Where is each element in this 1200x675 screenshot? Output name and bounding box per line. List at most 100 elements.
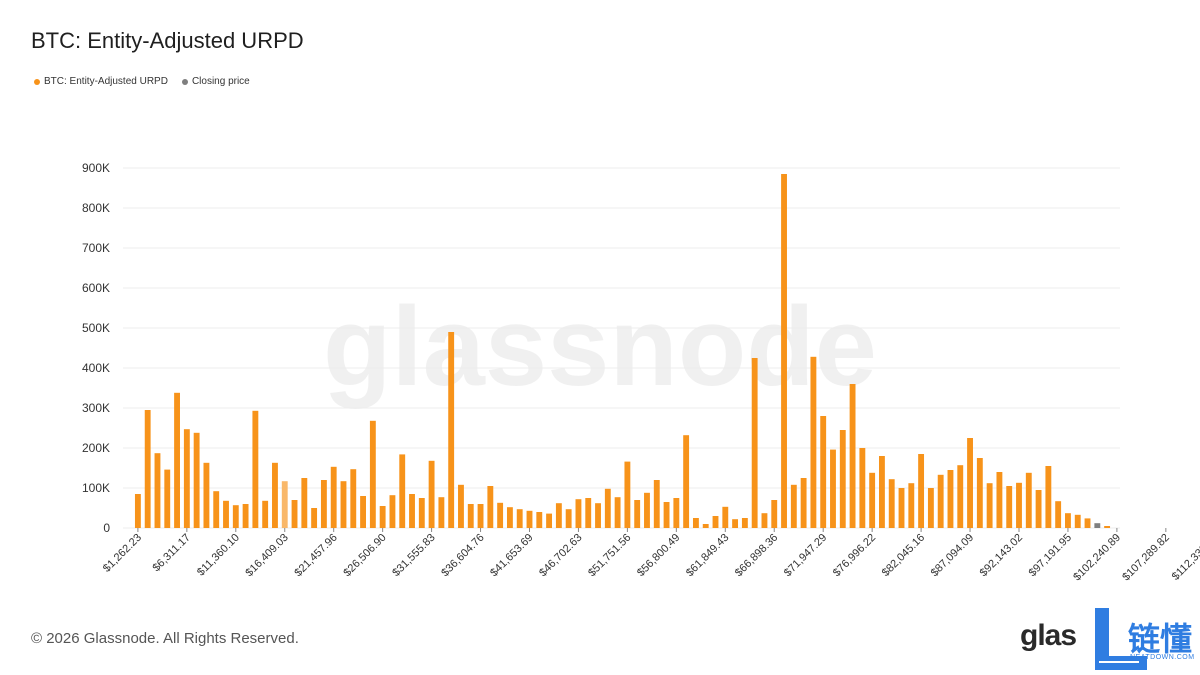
urpd-bar[interactable]: [428, 460, 435, 528]
urpd-bar[interactable]: [898, 488, 905, 528]
urpd-bar[interactable]: [820, 416, 827, 528]
urpd-bar[interactable]: [1055, 501, 1062, 528]
urpd-bar[interactable]: [536, 512, 543, 528]
urpd-bar[interactable]: [1084, 518, 1091, 528]
urpd-bar[interactable]: [781, 174, 787, 528]
urpd-bar[interactable]: [369, 420, 376, 528]
urpd-bar[interactable]: [350, 469, 357, 528]
urpd-bar[interactable]: [595, 503, 601, 528]
urpd-bar[interactable]: [458, 484, 464, 528]
urpd-bar[interactable]: [918, 454, 925, 528]
urpd-bar[interactable]: [320, 480, 327, 528]
urpd-bar[interactable]: [565, 509, 572, 528]
urpd-bar[interactable]: [732, 519, 739, 528]
legend-item-urpd[interactable]: BTC: Entity-Adjusted URPD: [34, 76, 168, 87]
urpd-bar[interactable]: [800, 478, 807, 528]
urpd-bar[interactable]: [477, 504, 484, 528]
urpd-bar[interactable]: [996, 472, 1003, 528]
urpd-bar[interactable]: [134, 494, 141, 528]
urpd-bar[interactable]: [418, 498, 425, 528]
urpd-bar[interactable]: [516, 509, 523, 528]
urpd-bar[interactable]: [986, 483, 993, 528]
urpd-bar[interactable]: [957, 465, 964, 528]
urpd-bar[interactable]: [761, 513, 768, 528]
urpd-bar[interactable]: [741, 518, 748, 528]
urpd-bar[interactable]: [888, 479, 895, 528]
urpd-bar[interactable]: [291, 500, 298, 528]
urpd-bar[interactable]: [438, 497, 445, 528]
closing-price-bar[interactable]: [1094, 523, 1101, 528]
urpd-bar[interactable]: [330, 466, 337, 528]
urpd-bar[interactable]: [193, 432, 200, 528]
urpd-bar[interactable]: [213, 491, 220, 528]
urpd-bar[interactable]: [927, 488, 934, 528]
urpd-bar[interactable]: [751, 358, 758, 528]
urpd-bar[interactable]: [223, 500, 229, 528]
urpd-bar[interactable]: [144, 410, 151, 528]
urpd-bar[interactable]: [849, 384, 856, 528]
urpd-bar[interactable]: [506, 507, 513, 528]
urpd-bar[interactable]: [830, 449, 836, 528]
urpd-bar[interactable]: [555, 503, 562, 528]
urpd-bar[interactable]: [976, 458, 983, 528]
urpd-bar[interactable]: [947, 470, 954, 528]
urpd-bar[interactable]: [790, 484, 797, 528]
urpd-bar[interactable]: [604, 488, 611, 528]
urpd-bar[interactable]: [653, 480, 660, 528]
urpd-bar[interactable]: [1016, 482, 1022, 528]
urpd-bar[interactable]: [634, 500, 641, 528]
urpd-bar[interactable]: [771, 500, 778, 528]
urpd-bar[interactable]: [937, 474, 944, 528]
urpd-bar[interactable]: [624, 461, 631, 528]
urpd-bar[interactable]: [810, 356, 817, 528]
urpd-bar[interactable]: [174, 392, 180, 528]
urpd-bar[interactable]: [409, 494, 415, 528]
urpd-bar[interactable]: [360, 496, 366, 528]
urpd-bar[interactable]: [722, 506, 729, 528]
urpd-bar[interactable]: [692, 518, 699, 528]
urpd-bar[interactable]: [879, 456, 885, 528]
urpd-bar[interactable]: [1045, 466, 1052, 528]
legend-item-closing-price[interactable]: Closing price: [181, 76, 250, 87]
urpd-bar[interactable]: [232, 505, 239, 528]
urpd-bar[interactable]: [712, 516, 719, 528]
urpd-bar[interactable]: [467, 504, 474, 528]
urpd-bar[interactable]: [859, 448, 866, 528]
urpd-bar[interactable]: [183, 429, 190, 528]
urpd-bar[interactable]: [1035, 490, 1042, 528]
urpd-bar[interactable]: [585, 498, 592, 528]
urpd-bar[interactable]: [546, 513, 553, 528]
urpd-bar[interactable]: [967, 438, 973, 528]
urpd-bar[interactable]: [1006, 486, 1013, 528]
urpd-bar[interactable]: [272, 462, 278, 528]
urpd-bar[interactable]: [301, 478, 308, 528]
urpd-bar[interactable]: [389, 495, 396, 528]
urpd-bar[interactable]: [1104, 526, 1111, 528]
urpd-bar[interactable]: [252, 410, 259, 528]
urpd-bar[interactable]: [203, 462, 210, 528]
urpd-bar[interactable]: [262, 500, 269, 528]
urpd-bar[interactable]: [839, 430, 846, 528]
urpd-bar[interactable]: [281, 481, 288, 528]
urpd-bar[interactable]: [164, 469, 171, 528]
urpd-bar[interactable]: [497, 502, 504, 528]
urpd-bar[interactable]: [663, 502, 670, 528]
urpd-bar[interactable]: [614, 497, 621, 528]
urpd-bar[interactable]: [399, 454, 406, 528]
urpd-bar[interactable]: [526, 510, 533, 528]
urpd-bar[interactable]: [683, 435, 690, 528]
urpd-bar[interactable]: [379, 506, 386, 528]
urpd-bar[interactable]: [311, 508, 318, 528]
urpd-bar[interactable]: [448, 332, 455, 528]
urpd-bar[interactable]: [908, 483, 915, 528]
urpd-bar[interactable]: [1074, 514, 1081, 528]
urpd-bar[interactable]: [242, 504, 249, 528]
urpd-bar[interactable]: [575, 499, 582, 528]
urpd-bar[interactable]: [487, 486, 494, 528]
urpd-bar[interactable]: [869, 472, 876, 528]
urpd-bar[interactable]: [644, 492, 650, 528]
urpd-bar[interactable]: [1025, 472, 1032, 528]
urpd-bar[interactable]: [340, 481, 347, 528]
urpd-bar[interactable]: [702, 524, 709, 528]
urpd-bar[interactable]: [673, 498, 680, 528]
